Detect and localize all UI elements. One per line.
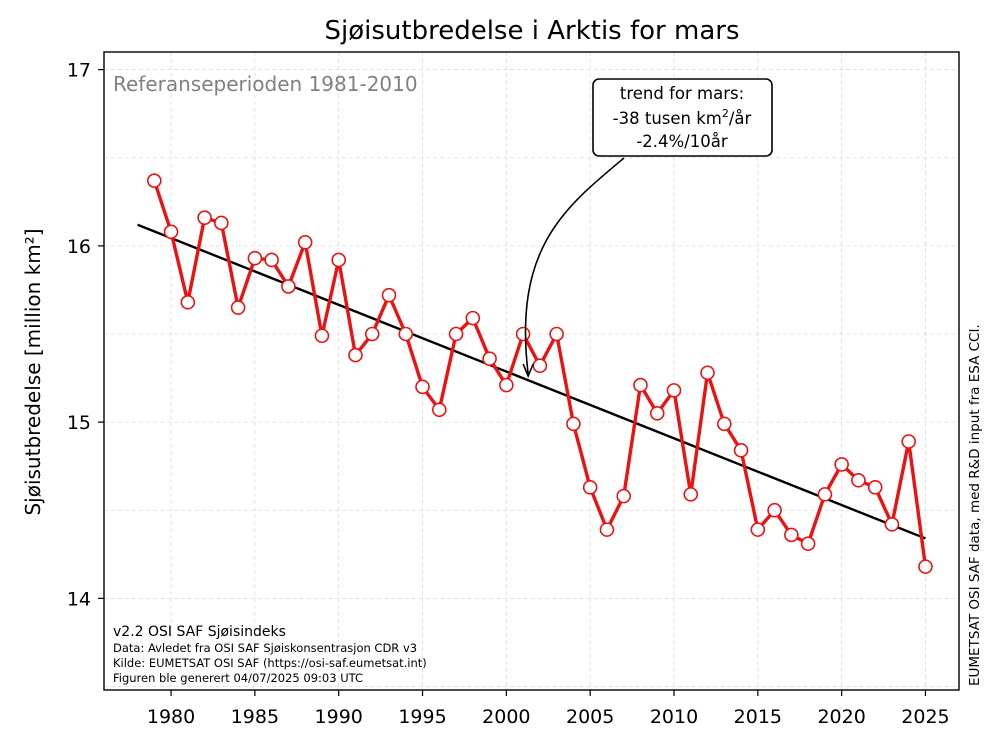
x-tick-label: 2015 [734,706,782,728]
data-point [515,326,531,342]
data-point [532,358,548,374]
data-point [633,377,648,393]
x-tick-label: 1980 [147,706,195,728]
data-point [348,347,363,363]
y-tick-label: 15 [67,412,91,434]
side-attribution: EUMETSAT OSI SAF data, med R&D input fra… [967,324,983,686]
data-point [180,294,196,310]
trend-annotation-line1: trend for mars: [620,84,744,103]
x-tick-label: 2010 [650,706,698,728]
data-point [197,210,212,225]
y-tick-label: 14 [67,588,91,610]
data-point [750,522,766,537]
y-axis-label: Sjøisutbredelse [million km²] [21,228,45,515]
data-point [700,365,715,381]
data-point [733,443,749,458]
data-point [146,173,162,188]
data-point [499,377,514,393]
data-point [683,487,699,502]
data-point [549,326,564,342]
y-tick-label: 16 [67,236,91,258]
data-point [431,402,447,418]
trend-annotation: trend for mars: -38 tusen km2/år -2.4%/1… [522,78,773,379]
trend-annotation-unit: /år [729,109,752,128]
data-point [851,472,866,488]
data-point [716,416,732,432]
data-point [616,488,632,504]
data-point [817,487,833,502]
data-point [331,252,347,268]
data-point [281,279,296,294]
credit-source: Kilde: EUMETSAT OSI SAF (https://osi-saf… [113,656,427,670]
data-point [448,326,464,342]
data-point [918,559,933,574]
data-point [297,235,313,250]
credit-data: Data: Avledet fra OSI SAF Sjøiskonsentra… [113,641,417,655]
x-tick-label: 2020 [817,706,865,728]
x-tick-label: 2025 [901,706,949,728]
x-tick-label: 2000 [482,706,530,728]
plot-frame [103,51,960,691]
data-point [582,480,598,495]
data-point [314,328,330,344]
x-tick-label: 1995 [398,706,446,728]
trend-annotation-value: -38 tusen km [613,109,722,128]
data-point [214,215,229,231]
data-point [264,252,279,268]
data-point [767,502,782,518]
x-tick-label: 1990 [315,706,363,728]
data-point [784,527,799,543]
data-point [566,416,581,432]
data-point [800,536,816,552]
y-tick-label: 17 [67,60,91,82]
data-point [901,434,917,449]
trend-annotation-arrow [524,157,625,375]
data-point [364,326,380,342]
trend-line-group [137,223,926,540]
data-point [247,250,263,266]
trend-annotation-arrowhead [522,363,534,379]
trend-annotation-line3: -2.4%/10år [636,132,728,151]
data-point [666,383,682,398]
x-axis-ticks: 1980 1985 1990 1995 2000 2005 2010 2015 2020 2025 [147,690,950,728]
data-series-group [146,173,933,574]
data-point [381,287,397,303]
data-point [599,522,615,537]
trend-line [137,223,926,540]
trend-annotation-superscript: 2 [722,107,729,120]
data-point [163,224,179,240]
data-point [230,300,246,315]
data-point [649,405,665,421]
data-point [415,379,430,395]
data-point [884,517,900,532]
data-point [482,351,497,366]
credit-version: v2.2 OSI SAF Sjøisindeks [113,624,286,640]
trend-annotation-line2: -38 tusen km2/år [613,107,752,128]
reference-period-label: Referanseperioden 1981-2010 [113,72,418,96]
trend-annotation-box [592,78,773,157]
data-point [398,326,414,342]
credits-block: v2.2 OSI SAF Sjøisindeks Data: Avledet f… [113,624,427,685]
series-line [152,180,928,567]
credit-generated: Figuren ble generert 04/07/2025 09:03 UT… [113,671,363,685]
data-point [834,457,849,472]
x-tick-label: 1985 [231,706,279,728]
data-point [465,310,481,326]
x-tick-label: 2005 [566,706,614,728]
chart-title: Sjøisutbredelse i Arktis for mars [325,16,740,46]
grid-lines [104,52,959,690]
y-axis-ticks: 14 15 16 17 [67,60,104,610]
data-point [867,480,883,495]
